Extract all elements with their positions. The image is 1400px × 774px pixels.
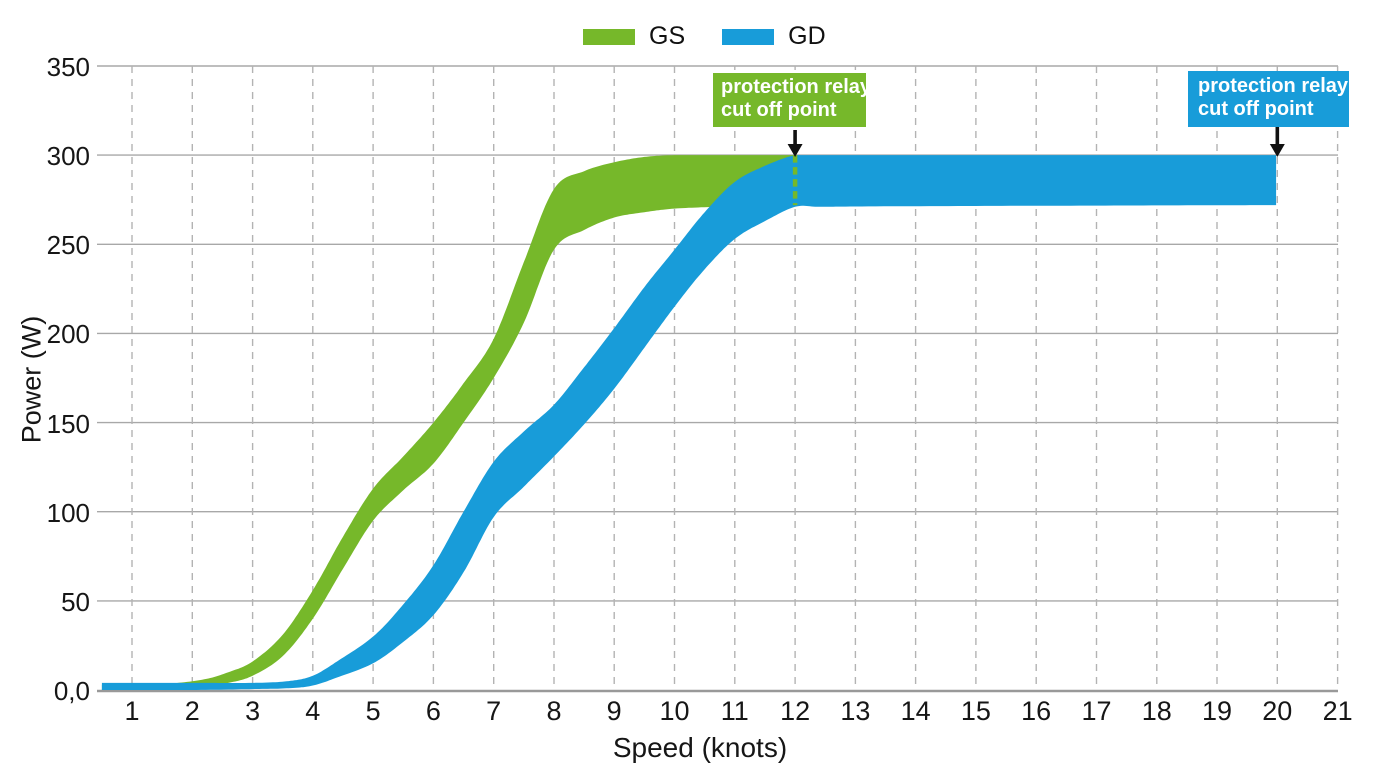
y-tick-label: 250 <box>46 230 90 261</box>
x-tick-label: 8 <box>546 696 562 726</box>
x-tick-label: 14 <box>900 696 931 726</box>
x-tick-label: 7 <box>486 696 502 726</box>
x-tick-label: 1 <box>124 696 140 726</box>
x-tick-label: 10 <box>659 696 690 726</box>
x-axis-title: Speed (knots) <box>612 732 788 763</box>
series-band-gs <box>101 155 796 691</box>
y-tick-label: 200 <box>46 319 90 350</box>
x-tick-label: 11 <box>720 696 749 726</box>
y-axis-title: Power (W) <box>16 315 47 444</box>
legend-label-gs: GS <box>649 22 686 50</box>
y-tick-label: 100 <box>46 497 90 528</box>
series-band-gd <box>101 155 1277 691</box>
x-tick-label: 13 <box>840 696 871 726</box>
annotation-gd-line1: protection relay <box>1198 75 1349 97</box>
annotation-gs-cutoff: protection relay cut off point <box>710 70 872 130</box>
y-tick-label: 150 <box>46 408 90 439</box>
legend: GS GD <box>583 22 826 51</box>
x-tick-label: 5 <box>365 696 381 726</box>
y-tick-label: 300 <box>46 141 90 172</box>
x-tick-label: 2 <box>184 696 200 726</box>
y-tick-label: 350 <box>46 52 90 82</box>
x-tick-label: 6 <box>425 696 441 726</box>
annotation-arrowhead-0 <box>787 144 803 157</box>
x-tick-label: 18 <box>1141 696 1172 726</box>
x-tick-label: 15 <box>960 696 991 726</box>
x-tick-label: 3 <box>245 696 261 726</box>
annotation-gd-cutoff: protection relay cut off point <box>1188 71 1349 127</box>
x-tick-label: 21 <box>1322 696 1353 726</box>
y-tick-label: 50 <box>61 586 90 617</box>
legend-swatch-gd <box>722 28 775 45</box>
x-tick-label: 20 <box>1262 696 1293 726</box>
x-tick-label: 12 <box>780 696 811 726</box>
legend-swatch-gs <box>583 28 635 45</box>
legend-item-gs: GS <box>583 22 685 51</box>
annotation-arrowhead-1 <box>1269 144 1285 157</box>
annotation-gs-line2: cut off point <box>721 99 837 121</box>
x-tick-label: 19 <box>1201 696 1233 726</box>
x-tick-label: 9 <box>606 696 622 726</box>
y-tick-label: 0,0 <box>53 676 90 706</box>
x-tick-label: 17 <box>1081 696 1112 726</box>
annotation-gd-line2: cut off point <box>1198 98 1314 120</box>
annotation-gs-line1: protection relay <box>721 76 872 98</box>
legend-item-gd: GD <box>722 22 826 51</box>
x-tick-label: 16 <box>1021 696 1052 726</box>
legend-label-gd: GD <box>788 22 826 50</box>
x-tick-label: 4 <box>305 696 321 726</box>
